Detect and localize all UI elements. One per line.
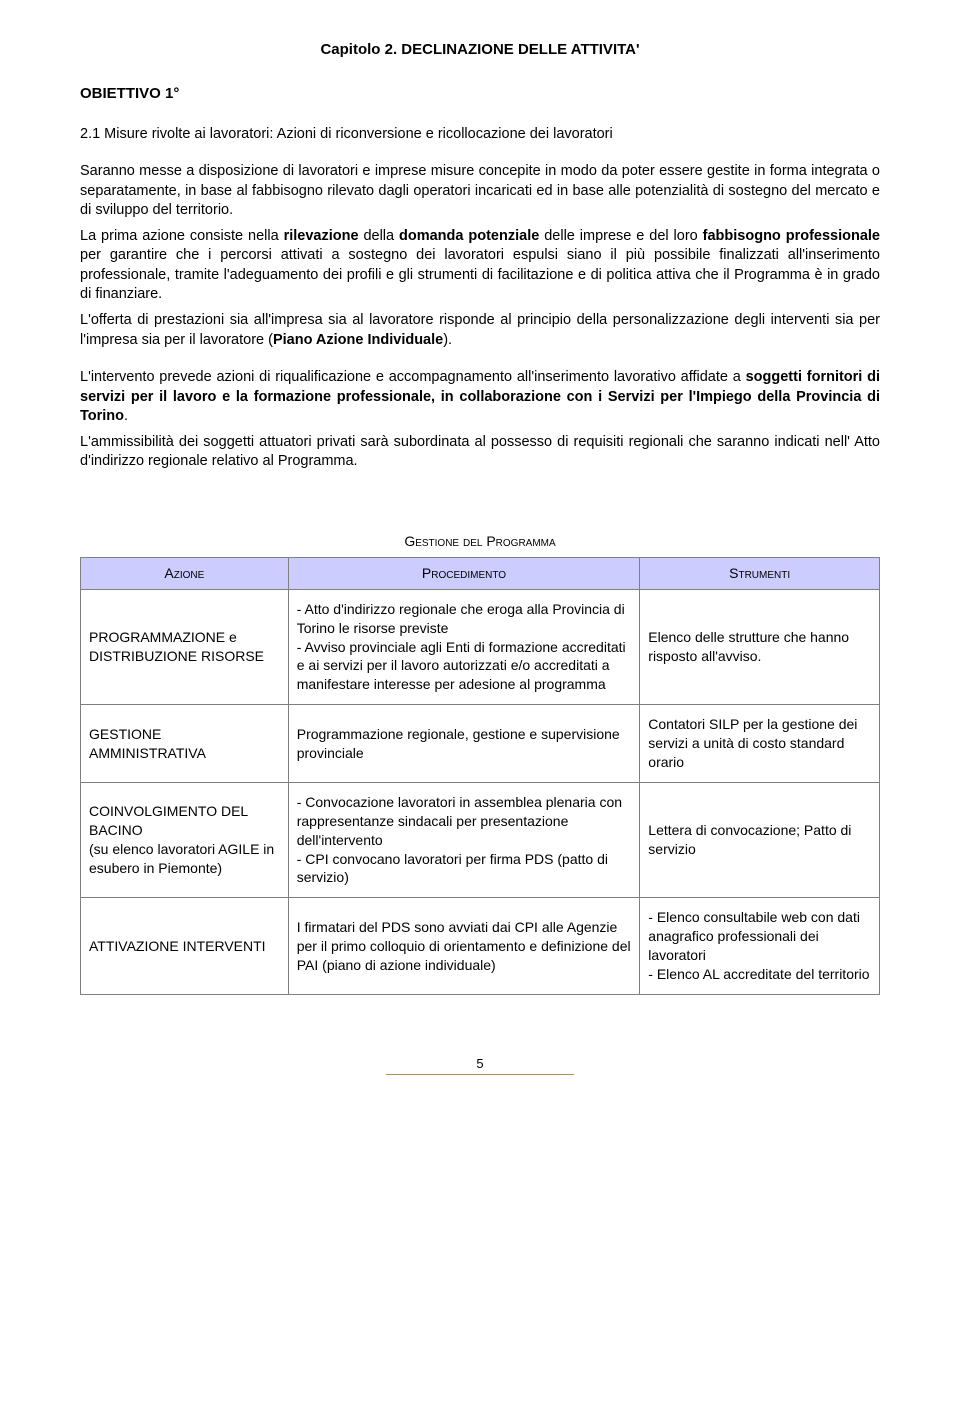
section-title: 2.1 Misure rivolte ai lavoratori: Azioni… xyxy=(80,125,880,145)
paragraph-2a: L'intervento prevede azioni di riqualifi… xyxy=(80,368,880,427)
page-number: 5 xyxy=(80,1055,880,1076)
section-number: 2.1 Misure rivolte ai lavoratori: xyxy=(80,126,273,142)
page-number-value: 5 xyxy=(386,1055,573,1076)
paragraph-1c: L'offerta di prestazioni sia all'impresa… xyxy=(80,311,880,350)
table-header-row: Azione Procedimento Strumenti xyxy=(81,557,880,589)
bold-text: domanda potenziale xyxy=(399,228,539,244)
table-cell: GESTIONE AMMINISTRATIVA xyxy=(81,705,289,783)
bold-text: Piano Azione Individuale xyxy=(273,332,443,348)
header-strumenti: Strumenti xyxy=(640,557,880,589)
table-cell: Lettera di convocazione; Patto di serviz… xyxy=(640,782,880,897)
text: per garantire che i percorsi attivati a … xyxy=(80,247,880,302)
table-cell: ATTIVAZIONE INTERVENTI xyxy=(81,898,289,995)
text: La prima azione consiste nella xyxy=(80,228,284,244)
text: L'intervento prevede azioni di riqualifi… xyxy=(80,369,746,385)
table-cell: Programmazione regionale, gestione e sup… xyxy=(288,705,640,783)
table-cell: - Elenco consultabile web con dati anagr… xyxy=(640,898,880,995)
text: delle imprese e del loro xyxy=(539,228,702,244)
table-cell: PROGRAMMAZIONE e DISTRIBUZIONE RISORSE xyxy=(81,589,289,704)
table-cell: - Atto d'indirizzo regionale che eroga a… xyxy=(288,589,640,704)
text: . xyxy=(124,408,128,424)
text: L'offerta di prestazioni sia all'impresa… xyxy=(80,312,880,348)
paragraph-1b: La prima azione consiste nella rilevazio… xyxy=(80,227,880,305)
table-cell: COINVOLGIMENTO DEL BACINO (su elenco lav… xyxy=(81,782,289,897)
table-title: Gestione del Programma xyxy=(80,532,880,551)
chapter-title: Capitolo 2. DECLINAZIONE DELLE ATTIVITA' xyxy=(80,40,880,60)
table-cell: Elenco delle strutture che hanno rispost… xyxy=(640,589,880,704)
table-cell: - Convocazione lavoratori in assemblea p… xyxy=(288,782,640,897)
header-procedimento: Procedimento xyxy=(288,557,640,589)
table-row: ATTIVAZIONE INTERVENTII firmatari del PD… xyxy=(81,898,880,995)
table-cell: Contatori SILP per la gestione dei servi… xyxy=(640,705,880,783)
text: ). xyxy=(443,332,452,348)
paragraph-block-2: L'intervento prevede azioni di riqualifi… xyxy=(80,368,880,472)
table-row: COINVOLGIMENTO DEL BACINO (su elenco lav… xyxy=(81,782,880,897)
obiettivo-heading: OBIETTIVO 1° xyxy=(80,84,880,104)
paragraph-block-1: Saranno messe a disposizione di lavorato… xyxy=(80,162,880,350)
section-rest: Azioni di riconversione e ricollocazione… xyxy=(273,126,612,142)
table-row: GESTIONE AMMINISTRATIVAProgrammazione re… xyxy=(81,705,880,783)
header-azione: Azione xyxy=(81,557,289,589)
table-row: PROGRAMMAZIONE e DISTRIBUZIONE RISORSE- … xyxy=(81,589,880,704)
paragraph-2b: L'ammissibilità dei soggetti attuatori p… xyxy=(80,433,880,472)
text: della xyxy=(359,228,399,244)
paragraph-1a: Saranno messe a disposizione di lavorato… xyxy=(80,162,880,221)
bold-text: rilevazione xyxy=(284,228,359,244)
programma-table: Azione Procedimento Strumenti PROGRAMMAZ… xyxy=(80,557,880,995)
bold-text: fabbisogno professionale xyxy=(703,228,880,244)
table-cell: I firmatari del PDS sono avviati dai CPI… xyxy=(288,898,640,995)
